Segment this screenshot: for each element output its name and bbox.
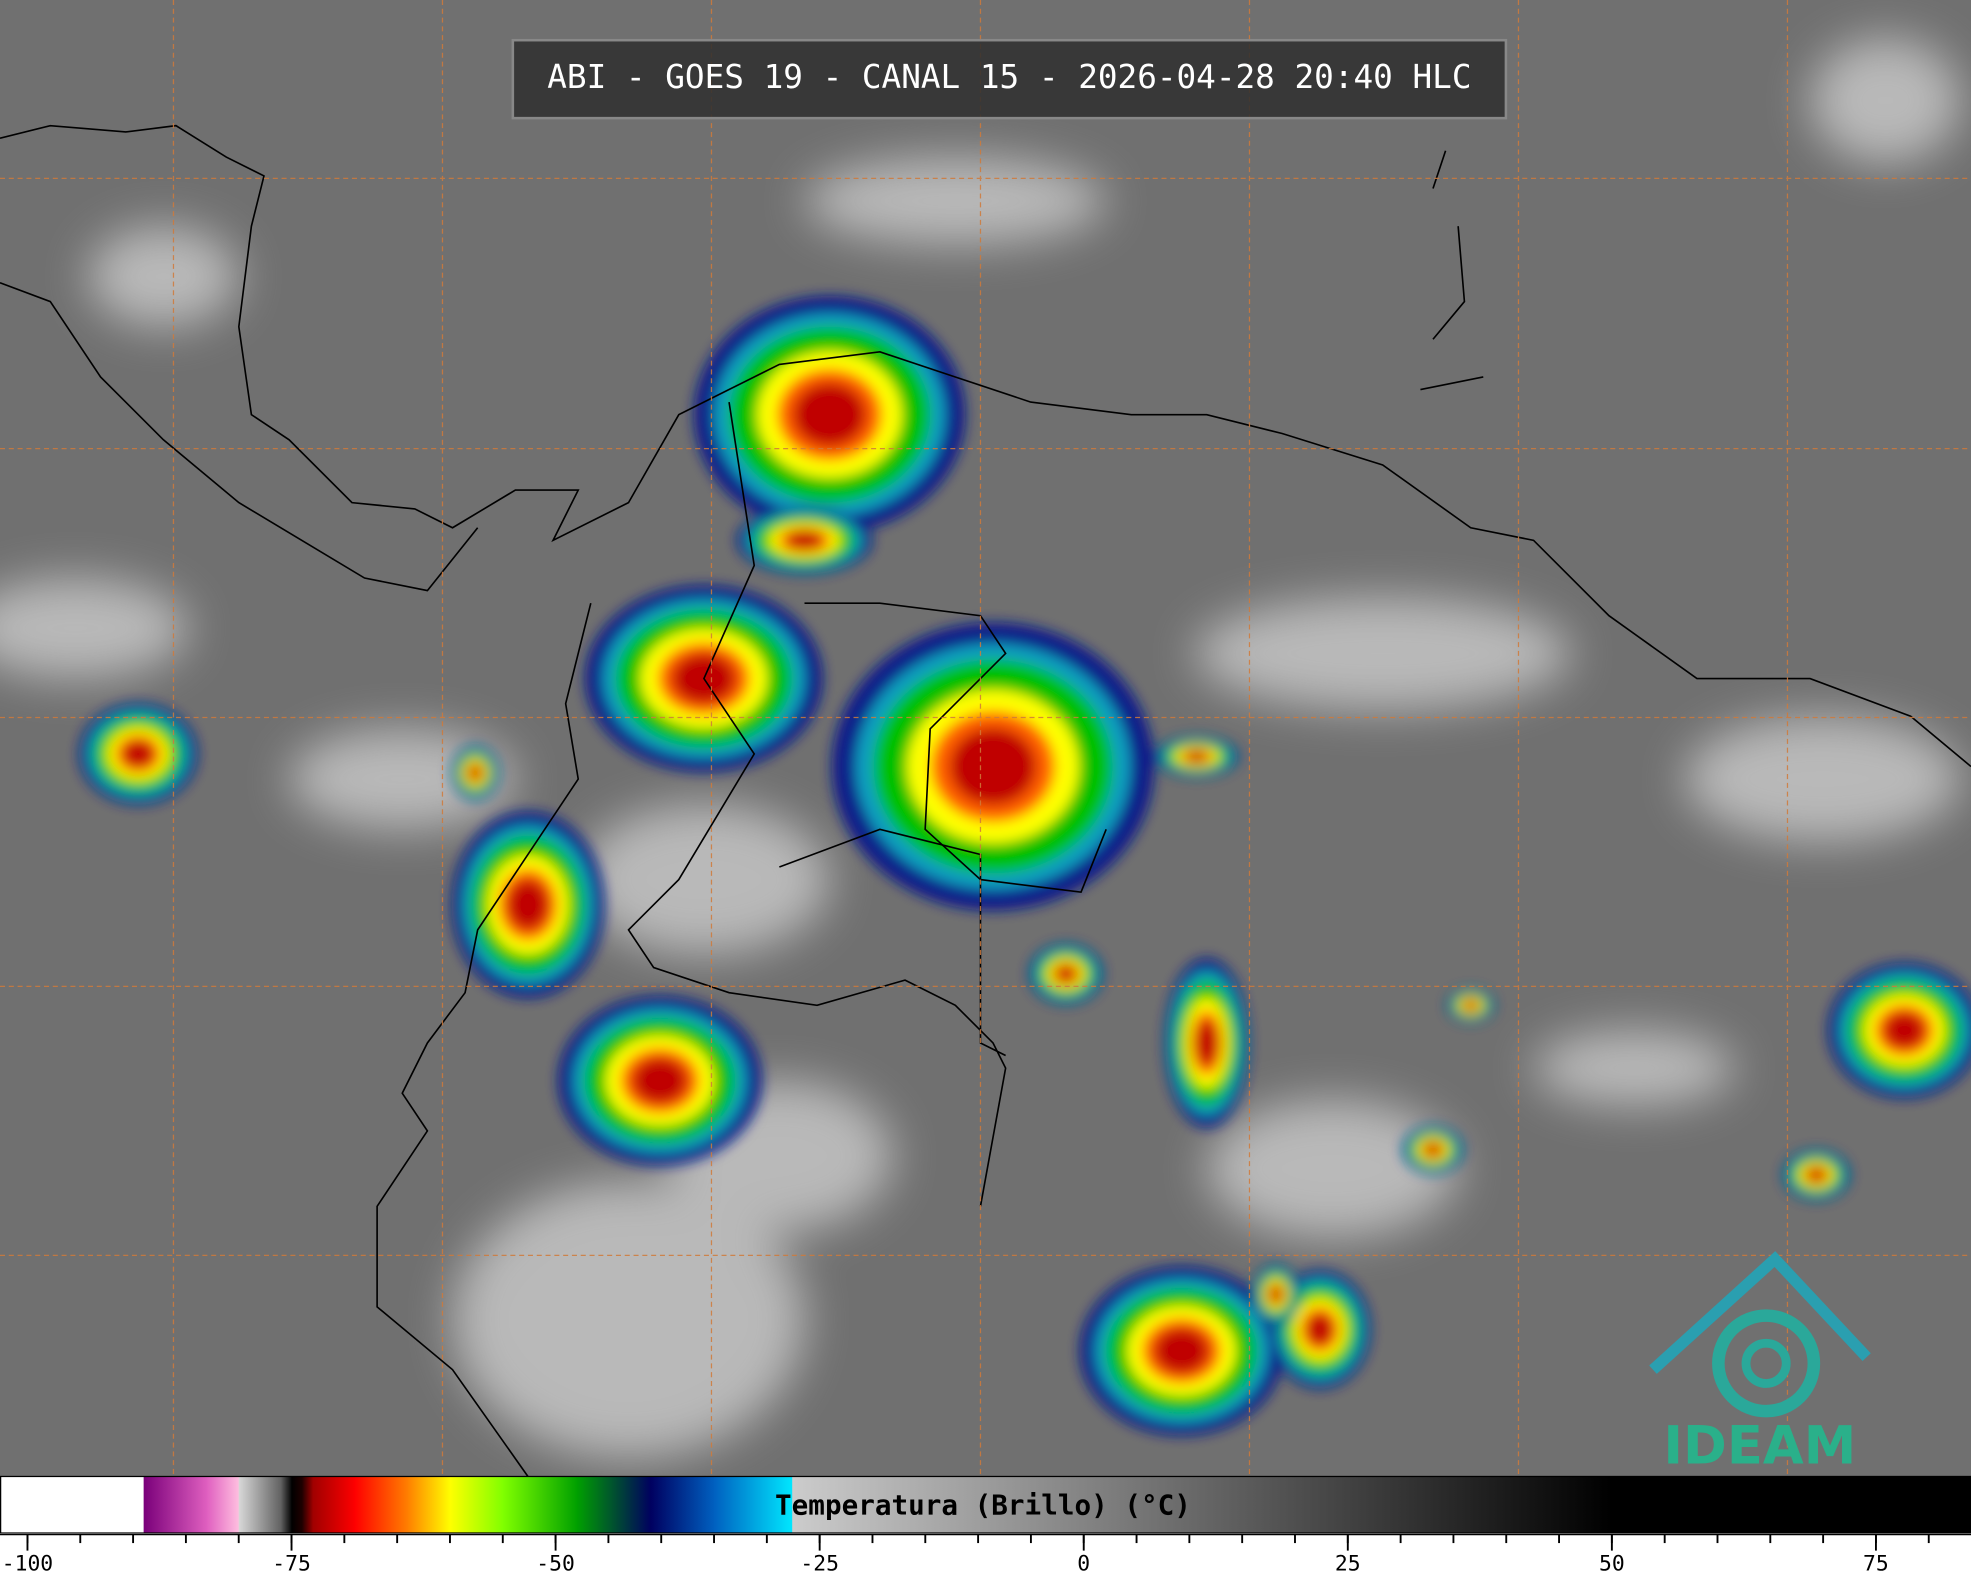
colorbar-segment (792, 1476, 1613, 1534)
colorbar-segment (1611, 1476, 1971, 1534)
axis-background (0, 1533, 1971, 1577)
tick-label: -25 (800, 1551, 839, 1576)
colorbar-label: Temperatura (Brillo) (°C) (775, 1489, 1191, 1522)
colorbar-segment (0, 1476, 145, 1534)
colorbar-segment (291, 1476, 303, 1534)
tick-label: 0 (1077, 1551, 1090, 1576)
colorbar-segment (650, 1476, 715, 1534)
tick-label: -50 (536, 1551, 575, 1576)
tick-label: -100 (2, 1551, 53, 1576)
colorbar-segment (280, 1476, 293, 1534)
colorbar-segment (143, 1476, 208, 1534)
colorbar-segment (238, 1476, 282, 1534)
colorbar-segment (354, 1476, 409, 1534)
colorbar: -100 -75 -50 -25 0 25 50 75 Temperatura (Brillo)… (0, 1475, 1971, 1577)
colorbar-segment (449, 1476, 504, 1534)
coastlines (0, 124, 1971, 1477)
tick-label: -75 (272, 1551, 311, 1576)
colorbar-segment (502, 1476, 578, 1534)
tick-label: 50 (1599, 1551, 1625, 1576)
title: ABI - GOES 19 - CANAL 15 - 2026-04-28 20… (547, 58, 1471, 96)
colorbar-segment (714, 1476, 793, 1534)
tick-label: 75 (1863, 1551, 1889, 1576)
colorbar-segment (207, 1476, 240, 1534)
logo: IDEAM (1649, 1251, 1871, 1476)
colorbar-segment (407, 1476, 451, 1534)
title-box (511, 38, 1508, 120)
colorbar-segment (302, 1476, 314, 1534)
colorbar-segment (576, 1476, 652, 1534)
graticule (0, 0, 1971, 1477)
tick-label: 25 (1335, 1551, 1361, 1576)
convective-cells (78, 295, 1971, 1436)
logo-text: IDEAM (1663, 1415, 1856, 1476)
colorbar-segment (312, 1476, 356, 1534)
